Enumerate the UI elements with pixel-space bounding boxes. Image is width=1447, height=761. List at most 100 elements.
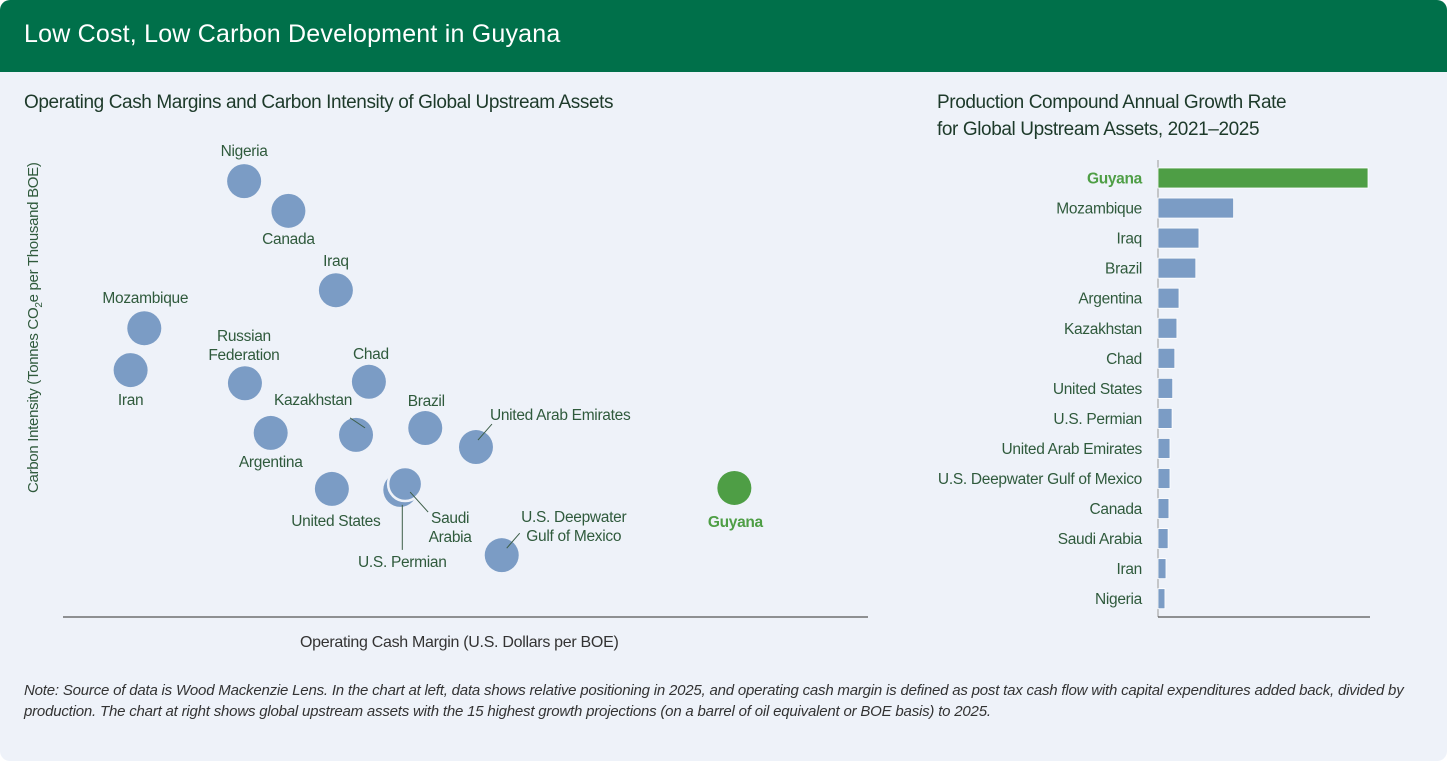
bar-label: Kazakhstan [1064,321,1142,338]
scatter-point-nigeria: Nigeria [221,143,269,199]
bar-label: Canada [1090,501,1143,518]
scatter-label: Guyana [708,514,764,531]
bar-row-iraq: Iraq [1116,227,1200,249]
bar-label: Iraq [1116,231,1142,248]
bar [1157,317,1178,339]
scatter-marker [717,470,752,505]
scatter-marker [127,311,162,346]
bar-row-u-s-permian: U.S. Permian [1053,407,1173,429]
bar-label: Iran [1116,561,1142,578]
bar-row-chad: Chad [1106,347,1176,369]
bar [1157,407,1173,429]
scatter-point-brazil: Brazil [408,393,445,446]
header-bar: Low Cost, Low Carbon Development in Guya… [0,0,1447,72]
bar-label: Brazil [1105,261,1142,278]
bar-label: Guyana [1087,171,1143,188]
scatter-x-axis-label: Operating Cash Margin (U.S. Dollars per … [300,634,619,651]
bar-chart: Guyana Mozambique Iraq Brazil Argentina Kazak… [938,167,1369,610]
bar [1157,257,1197,279]
bar-row-united-states: United States [1053,377,1174,399]
scatter-label: United Arab Emirates [490,407,631,424]
bar-label: United Arab Emirates [1002,441,1143,458]
scatter-marker [339,417,374,452]
bar-label: Chad [1106,351,1142,368]
bar-label: United States [1053,381,1143,398]
scatter-marker [408,411,443,446]
bar [1157,197,1234,219]
scatter-label: U.S. Deepwater [521,509,626,526]
scatter-point-mozambique: Mozambique [102,290,188,346]
scatter-plot: Nigeria Canada Iraq Mozambique Iran Russian Fe… [102,143,764,573]
scatter-label: Iraq [323,253,349,270]
scatter-marker [227,164,262,199]
scatter-point-guyana: Guyana [708,470,764,531]
scatter-point-russian-federation: Russian Federation [208,328,280,401]
scatter-label: Brazil [408,393,445,410]
bar-label: U.S. Deepwater Gulf of Mexico [938,471,1142,488]
scatter-point-canada: Canada [262,193,316,248]
scatter-label: Mozambique [102,290,188,307]
scatter-label: Chad [353,346,389,363]
scatter-marker [484,538,519,573]
bar-row-guyana: Guyana [1087,167,1369,189]
scatter-marker [314,471,349,506]
bar [1157,167,1369,189]
bar [1157,528,1169,549]
scatter-point-iran: Iran [113,353,148,409]
scatter-label: Gulf of Mexico [526,528,621,545]
bar-row-united-arab-emirates: United Arab Emirates [1002,438,1171,459]
scatter-marker [386,465,424,503]
scatter-marker [458,430,493,465]
bar-row-mozambique: Mozambique [1056,197,1234,219]
scatter-label: United States [291,513,381,530]
scatter-point-kazakhstan: Kazakhstan [274,392,374,452]
bar-label: Saudi Arabia [1058,531,1143,548]
bar [1157,558,1167,580]
scatter-label: Iran [118,392,144,409]
scatter-marker [318,273,353,308]
bar-row-kazakhstan: Kazakhstan [1064,317,1178,339]
scatter-marker [227,366,262,401]
scatter-title: Operating Cash Margins and Carbon Intens… [24,92,614,113]
scatter-point-chad: Chad [351,346,389,399]
bar-row-u-s-deepwater-gulf-of-mexico: U.S. Deepwater Gulf of Mexico [938,468,1171,489]
bar [1157,227,1200,249]
bar-label: U.S. Permian [1053,411,1142,428]
scatter-label: Russian [217,328,271,345]
bar-label: Nigeria [1095,591,1143,608]
scatter-label: Arabia [429,529,473,546]
bar-row-nigeria: Nigeria [1095,588,1166,610]
bar [1157,377,1174,399]
scatter-label: Nigeria [221,143,269,160]
bar-label: Mozambique [1056,201,1142,218]
bar [1157,498,1170,519]
bar-title-line-2: for Global Upstream Assets, 2021–2025 [937,119,1260,140]
leader-line [349,417,366,429]
leader-line [409,491,429,513]
scatter-label: Federation [208,347,279,364]
scatter-label: Saudi [431,510,469,527]
bar-row-saudi-arabia: Saudi Arabia [1058,528,1169,549]
scatter-label: Canada [262,231,315,248]
scatter-point-iraq: Iraq [318,253,353,308]
page-title: Low Cost, Low Carbon Development in Guya… [24,20,561,48]
scatter-label: Argentina [239,454,303,471]
bar-row-brazil: Brazil [1105,257,1197,279]
bar-row-iran: Iran [1116,558,1167,580]
scatter-point-united-states: United States [291,471,381,530]
footnote: Note: Source of data is Wood Mackenzie L… [24,682,1404,720]
bar [1157,287,1180,309]
scatter-point-united-arab-emirates: United Arab Emirates [458,407,631,465]
bar-row-argentina: Argentina [1078,287,1180,309]
scatter-label: Kazakhstan [274,392,352,409]
bar [1157,438,1171,459]
scatter-point-argentina: Argentina [239,415,303,471]
scatter-marker [113,353,148,388]
leader-line [477,423,493,441]
scatter-marker [253,415,288,450]
scatter-label: U.S. Permian [358,554,447,571]
scatter-point-u-s-deepwater-gulf-of-mexico: U.S. Deepwater Gulf of Mexico [484,509,627,573]
bar-title-line-1: Production Compound Annual Growth Rate [937,92,1287,113]
